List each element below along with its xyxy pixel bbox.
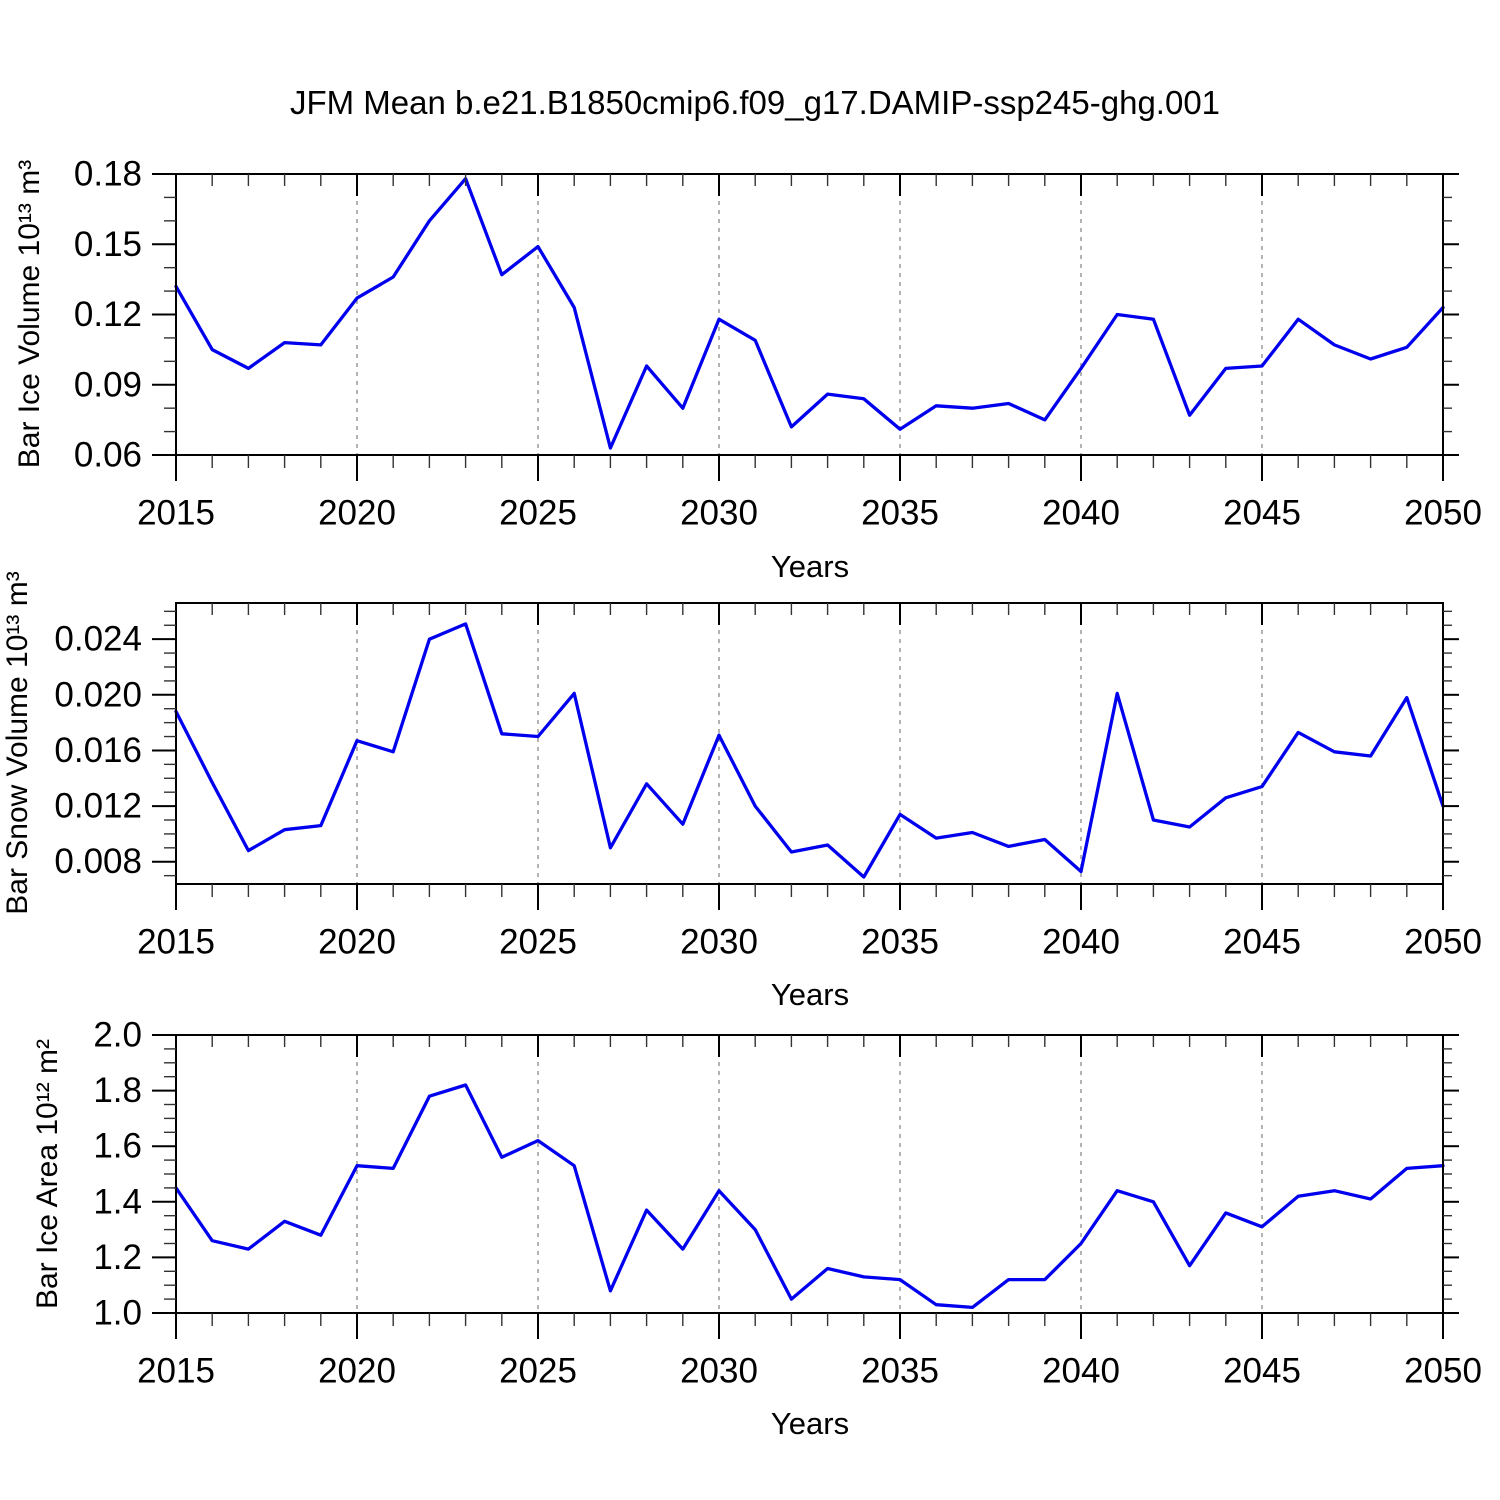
x-tick-label: 2025 <box>499 1352 577 1391</box>
y-tick-label: 0.020 <box>54 675 142 714</box>
y-tick-label: 0.012 <box>54 787 142 826</box>
panel-bar-ice-volume: 2015 2020 2025 2030 2035 2040 2045 2050 0.06 0.09… <box>74 155 1482 533</box>
y-tick-label: 0.15 <box>74 225 142 264</box>
panel-frame <box>175 1034 1444 1314</box>
bar-ice-volume-line <box>174 177 1445 450</box>
y-tick-label: 0.016 <box>54 731 142 770</box>
x-tick-label: 2030 <box>680 923 758 962</box>
x-tick-label: 2030 <box>680 1352 758 1391</box>
chart-title: JFM Mean b.e21.B1850cmip6.f09_g17.DAMIP-… <box>289 84 1221 121</box>
panel-bar-ice-area: 2015 2020 2025 2030 2035 2040 2045 2050 1.0 1.2 1.… <box>93 1016 1482 1391</box>
x-tick-label: 2025 <box>499 494 577 533</box>
panel-frame <box>175 173 1444 456</box>
x-tick-label: 2015 <box>137 923 215 962</box>
x-tick-label: 2015 <box>137 1352 215 1391</box>
y-tick-label: 0.06 <box>74 436 142 475</box>
x-tick-label: 2035 <box>861 1352 939 1391</box>
y-tick-label: 0.024 <box>54 620 142 659</box>
y-tick-label: 1.4 <box>93 1182 142 1221</box>
panel-frame <box>175 602 1444 885</box>
y-axis-label-snow-volume: Bar Snow Volume 10¹³ m³ <box>1 571 34 915</box>
x-tick-label: 2030 <box>680 494 758 533</box>
y-axis-label-ice-volume: Bar Ice Volume 10¹³ m³ <box>13 159 46 469</box>
y-tick-label: 1.8 <box>93 1071 142 1110</box>
x-tick-label: 2050 <box>1404 494 1482 533</box>
x-tick-label: 2020 <box>318 1352 396 1391</box>
x-axis-label-panel2: Years <box>770 977 850 1012</box>
bar-snow-volume-line <box>174 622 1445 879</box>
panel-bar-snow-volume: 2015 2020 2025 2030 2035 2040 2045 2050 0.008 0.0… <box>54 602 1482 962</box>
x-tick-label: 2040 <box>1042 494 1120 533</box>
x-tick-label: 2020 <box>318 923 396 962</box>
x-tick-label: 2040 <box>1042 1352 1120 1391</box>
y-axis-label-ice-area: Bar Ice Area 10¹² m² <box>31 1038 64 1310</box>
y-tick-label: 0.12 <box>74 295 142 334</box>
x-tick-label: 2045 <box>1223 1352 1301 1391</box>
x-tick-label: 2035 <box>861 494 939 533</box>
x-axis-label-panel1: Years <box>770 549 850 584</box>
x-tick-label: 2050 <box>1404 923 1482 962</box>
y-tick-label: 0.008 <box>54 842 142 881</box>
x-tick-label: 2020 <box>318 494 396 533</box>
x-tick-label: 2035 <box>861 923 939 962</box>
x-tick-label: 2015 <box>137 494 215 533</box>
x-tick-label: 2025 <box>499 923 577 962</box>
y-tick-label: 0.09 <box>74 365 142 404</box>
x-tick-label: 2045 <box>1223 494 1301 533</box>
x-tick-label: 2050 <box>1404 1352 1482 1391</box>
y-tick-label: 0.18 <box>74 155 142 194</box>
y-tick-label: 1.0 <box>93 1294 142 1333</box>
y-tick-label: 1.6 <box>93 1127 142 1166</box>
x-axis-label-panel3: Years <box>770 1406 850 1441</box>
x-tick-label: 2040 <box>1042 923 1120 962</box>
x-tick-label: 2045 <box>1223 923 1301 962</box>
y-tick-label: 2.0 <box>93 1016 142 1055</box>
y-tick-label: 1.2 <box>93 1238 142 1277</box>
bar-ice-area-line <box>174 1083 1445 1310</box>
